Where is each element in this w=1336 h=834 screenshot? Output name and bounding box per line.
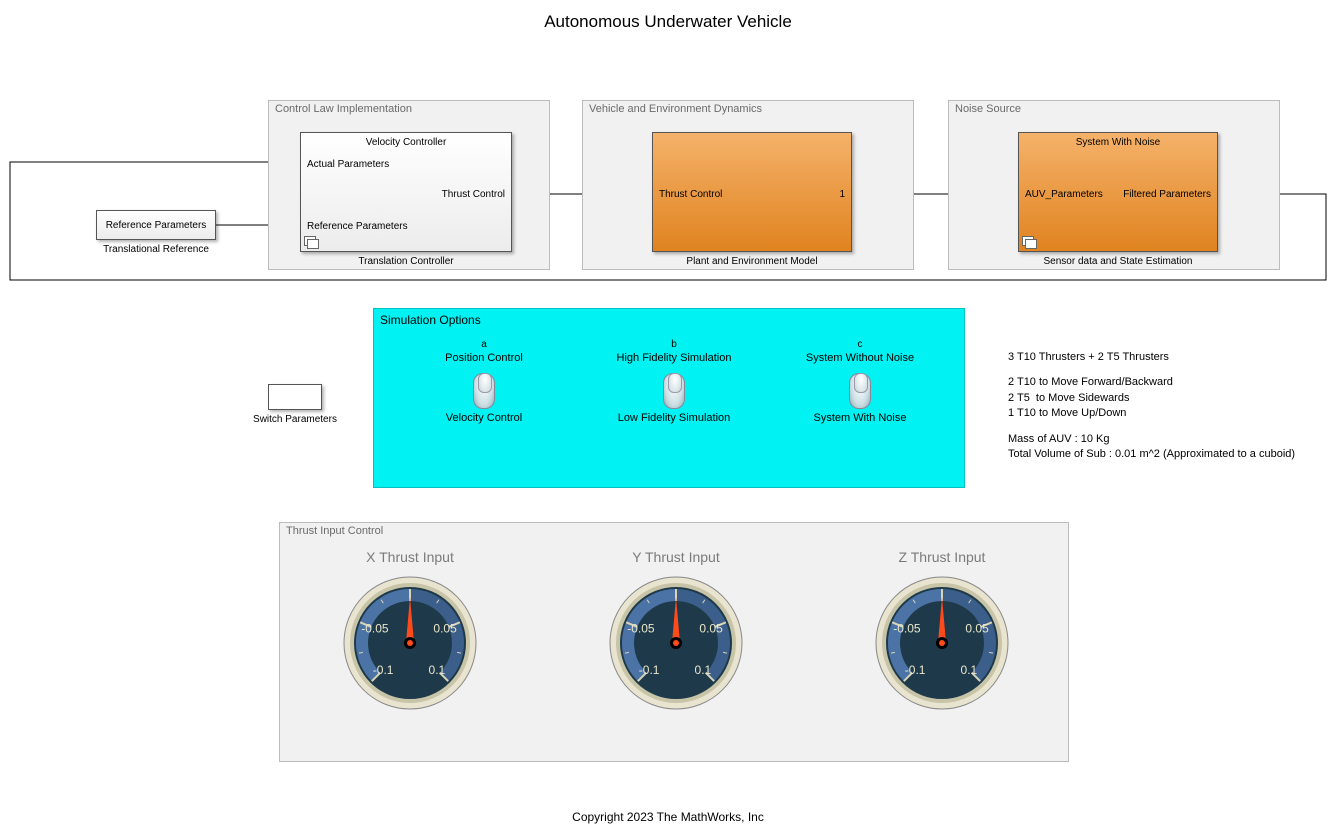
gauge-x-wrap: X Thrust Input -0.05 0.05 -0.1 0.1 <box>310 549 510 713</box>
toggle-a[interactable] <box>473 373 495 409</box>
noise-block[interactable]: System With Noise AUV_Parameters Filtere… <box>1018 132 1218 252</box>
reference-parameters-caption: Translational Reference <box>86 244 226 255</box>
group-control-law-label: Control Law Implementation <box>275 103 412 115</box>
svg-text:-0.05: -0.05 <box>627 621 655 635</box>
switch-c-letter: c <box>770 339 950 350</box>
svg-text:-0.1: -0.1 <box>373 663 394 677</box>
toggle-c[interactable] <box>849 373 871 409</box>
thrust-input-label: Thrust Input Control <box>286 525 383 537</box>
plant-port-in: Thrust Control <box>659 189 722 200</box>
info-line-a: 3 T10 Thrusters + 2 T5 Thrusters <box>1008 350 1295 365</box>
gauge-z-title: Z Thrust Input <box>842 549 1042 565</box>
gauge-y-wrap: Y Thrust Input -0.05 0.05 -0.1 0.1 <box>576 549 776 713</box>
translation-controller-block[interactable]: Velocity Controller Actual Parameters Re… <box>300 132 512 252</box>
info-line-b: 2 T10 to Move Forward/Backward 2 T5 to M… <box>1008 375 1295 421</box>
simulation-options-panel: Simulation Options a Position Control Ve… <box>373 308 965 488</box>
gauge-x[interactable]: -0.05 0.05 -0.1 0.1 <box>340 573 480 713</box>
switch-b-bottom: Low Fidelity Simulation <box>584 412 764 424</box>
reference-parameters-block[interactable]: Reference Parameters <box>96 210 216 240</box>
switch-b-letter: b <box>584 339 764 350</box>
group-noise-label: Noise Source <box>955 103 1021 115</box>
toggle-b[interactable] <box>663 373 685 409</box>
switch-a-bottom: Velocity Control <box>394 412 574 424</box>
controller-port-in2: Reference Parameters <box>307 221 408 232</box>
controller-port-out: Thrust Control <box>442 189 505 200</box>
variant-icon <box>304 236 318 248</box>
svg-text:0.05: 0.05 <box>433 621 457 635</box>
svg-text:0.1: 0.1 <box>695 663 712 677</box>
gauge-z[interactable]: -0.05 0.05 -0.1 0.1 <box>872 573 1012 713</box>
noise-caption: Sensor data and State Estimation <box>1018 256 1218 267</box>
noise-port-out: Filtered Parameters <box>1123 189 1211 200</box>
svg-text:0.05: 0.05 <box>699 621 723 635</box>
controller-port-in1: Actual Parameters <box>307 159 389 170</box>
gauge-x-title: X Thrust Input <box>310 549 510 565</box>
simulation-options-label: Simulation Options <box>380 313 481 327</box>
switch-parameters-block[interactable] <box>268 384 322 410</box>
switch-c: c System Without Noise System With Noise <box>770 339 950 424</box>
switch-parameters-caption: Switch Parameters <box>235 414 355 425</box>
svg-text:-0.05: -0.05 <box>893 621 921 635</box>
switch-a: a Position Control Velocity Control <box>394 339 574 424</box>
variant-icon <box>1022 236 1036 248</box>
noise-title: System With Noise <box>1019 133 1217 148</box>
switch-a-letter: a <box>394 339 574 350</box>
group-dynamics-label: Vehicle and Environment Dynamics <box>589 103 762 115</box>
plant-port-out: 1 <box>839 189 845 200</box>
gauge-z-wrap: Z Thrust Input -0.05 0.05 -0.1 0.1 <box>842 549 1042 713</box>
reference-parameters-label: Reference Parameters <box>106 220 207 231</box>
diagram-canvas: Control Law Implementation Vehicle and E… <box>0 32 1336 812</box>
thrust-input-panel: Thrust Input Control X Thrust Input -0.0… <box>279 522 1069 762</box>
svg-text:-0.1: -0.1 <box>639 663 660 677</box>
page-title: Autonomous Underwater Vehicle <box>0 12 1336 32</box>
plant-block[interactable]: Thrust Control 1 <box>652 132 852 252</box>
switch-c-top: System Without Noise <box>770 352 950 364</box>
svg-text:0.1: 0.1 <box>961 663 978 677</box>
svg-text:0.05: 0.05 <box>965 621 989 635</box>
gauge-y-title: Y Thrust Input <box>576 549 776 565</box>
switch-a-top: Position Control <box>394 352 574 364</box>
gauge-y[interactable]: -0.05 0.05 -0.1 0.1 <box>606 573 746 713</box>
controller-title: Velocity Controller <box>301 133 511 148</box>
svg-text:-0.05: -0.05 <box>361 621 389 635</box>
switch-b: b High Fidelity Simulation Low Fidelity … <box>584 339 764 424</box>
switch-b-top: High Fidelity Simulation <box>584 352 764 364</box>
info-line-c: Mass of AUV : 10 Kg Total Volume of Sub … <box>1008 432 1295 463</box>
svg-text:-0.1: -0.1 <box>905 663 926 677</box>
plant-caption: Plant and Environment Model <box>652 256 852 267</box>
svg-text:0.1: 0.1 <box>429 663 446 677</box>
controller-caption: Translation Controller <box>306 256 506 267</box>
noise-port-in: AUV_Parameters <box>1025 189 1103 200</box>
switch-c-bottom: System With Noise <box>770 412 950 424</box>
info-text: 3 T10 Thrusters + 2 T5 Thrusters 2 T10 t… <box>1008 350 1295 462</box>
